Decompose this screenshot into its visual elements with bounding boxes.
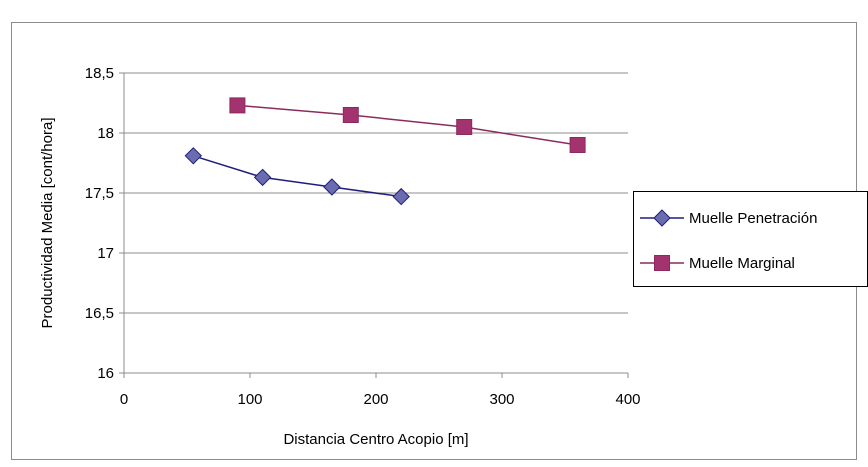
x-axis-title: Distancia Centro Acopio [m]: [283, 431, 468, 448]
legend-box: [633, 191, 868, 287]
square-point: [569, 137, 586, 153]
x-tick-label: 200: [363, 391, 388, 408]
legend-square-icon: [654, 255, 670, 271]
legend: Muelle Penetración Muelle Marginal: [633, 191, 868, 287]
tick-labels: 16 16,5 17 17,5 18 18,5 0 100 200 300 400: [85, 65, 641, 408]
legend-diamond-icon: [653, 209, 671, 227]
x-tick-label: 0: [120, 391, 128, 408]
diamond-point: [323, 178, 341, 196]
y-tick-label: 16,5: [85, 305, 114, 322]
gridlines: [124, 72, 628, 314]
square-point: [342, 107, 359, 123]
y-axis-title: Productividad Media [cont/hora]: [39, 118, 56, 329]
square-point: [456, 119, 473, 135]
legend-item: Muelle Penetración: [640, 209, 817, 227]
series-group: [184, 97, 586, 206]
series-1: [184, 147, 410, 206]
square-point: [229, 97, 246, 114]
diamond-point: [184, 147, 203, 165]
x-tick-label: 100: [237, 391, 262, 408]
legend-label: Muelle Marginal: [689, 255, 795, 272]
legend-label: Muelle Penetración: [689, 210, 817, 227]
series-2: [229, 97, 586, 153]
y-tick-label: 17: [97, 245, 114, 262]
x-tick-label: 400: [615, 391, 640, 408]
legend-item: Muelle Marginal: [640, 255, 795, 272]
y-tick-label: 18,5: [85, 65, 114, 82]
diamond-point: [392, 187, 410, 206]
x-tick-label: 300: [489, 391, 514, 408]
series-line: [237, 104, 578, 146]
series-line: [193, 155, 402, 198]
y-tick-label: 16: [97, 365, 114, 382]
diamond-point: [253, 168, 272, 187]
y-tick-label: 17,5: [85, 185, 114, 202]
axes: [119, 72, 629, 378]
y-tick-label: 18: [97, 125, 114, 142]
